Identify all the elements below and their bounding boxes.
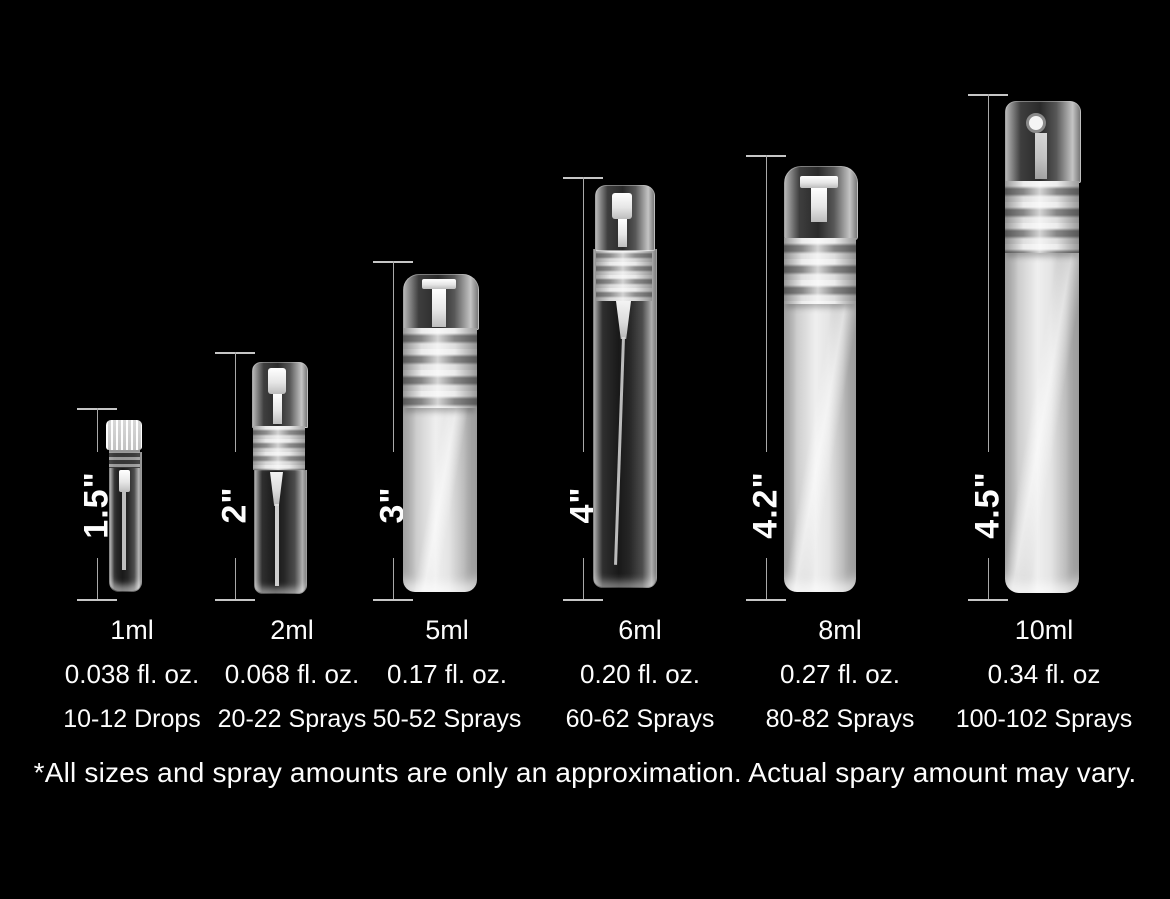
actuator-stem (1035, 133, 1047, 179)
volume-label: 6ml (618, 615, 662, 645)
applicator-rod (122, 492, 126, 570)
spray-actuator (800, 176, 838, 188)
measure-line (393, 261, 394, 452)
measure-line (766, 558, 767, 599)
spray-actuator (422, 279, 456, 289)
bottle-body (403, 408, 477, 592)
measure-line (235, 558, 236, 599)
amount-label: 10-12 Drops (63, 705, 201, 733)
height-label-10ml: 4.5" (968, 471, 1007, 539)
measure-bottom-tick (215, 599, 255, 601)
measure-line (583, 558, 584, 599)
volume-label: 10ml (1014, 615, 1074, 645)
disclaimer-text: *All sizes and spray amounts are only an… (33, 757, 1137, 788)
ribbed-collar (1005, 181, 1079, 253)
measure-bottom-tick (968, 599, 1008, 601)
volume-label: 1ml (110, 615, 154, 645)
measure-bottom-tick (563, 599, 603, 601)
bottle-6ml (593, 185, 657, 588)
bottle-5ml (402, 274, 479, 592)
actuator-stem (432, 289, 446, 327)
floz-label: 0.17 fl. oz. (387, 659, 507, 689)
ribbed-collar (253, 426, 305, 470)
measure-line (766, 155, 767, 452)
actuator-stem (273, 394, 282, 424)
spray-actuator (268, 368, 286, 394)
dip-tube (275, 504, 279, 586)
label-column-2ml: 2ml 0.068 fl. oz. 20-22 Sprays (172, 614, 412, 734)
amount-label: 100-102 Sprays (955, 705, 1133, 733)
floz-label: 0.038 fl. oz. (64, 659, 200, 689)
measure-line (583, 177, 584, 452)
bottle-10ml (1004, 101, 1081, 593)
ribbed-collar (403, 328, 477, 408)
measure-line (393, 558, 394, 599)
amount-label: 50-52 Sprays (372, 705, 522, 733)
measure-line (988, 558, 989, 599)
ribbed-collar (596, 249, 652, 301)
spray-nozzle (1026, 113, 1046, 133)
vial-threads (109, 450, 140, 468)
label-column-5ml: 5ml 0.17 fl. oz. 50-52 Sprays (327, 614, 567, 734)
floz-label: 0.20 fl. oz. (580, 659, 700, 689)
actuator-stem (618, 219, 627, 247)
volume-label: 2ml (270, 615, 314, 645)
measure-bottom-tick (746, 599, 786, 601)
amount-label: 80-82 Sprays (765, 705, 915, 733)
vial-cap (106, 420, 142, 450)
ribbed-collar (784, 238, 856, 304)
bottle-2ml (251, 362, 308, 594)
measure-bottom-tick (373, 599, 413, 601)
bottle-body (784, 304, 856, 592)
floz-label: 0.27 fl. oz. (780, 659, 900, 689)
floz-label: 0.34 fl. oz (987, 659, 1101, 689)
pump-taper (270, 472, 283, 506)
amount-label: 20-22 Sprays (217, 705, 367, 733)
bottle-body (1005, 253, 1079, 593)
volume-label: 8ml (818, 615, 862, 645)
label-column-1ml: 1ml 0.038 fl. oz. 10-12 Drops (12, 614, 252, 734)
label-column-8ml: 8ml 0.27 fl. oz. 80-82 Sprays (720, 614, 960, 734)
applicator-top (119, 470, 130, 492)
bottle-1ml (105, 420, 143, 592)
volume-label: 5ml (425, 615, 469, 645)
measure-line (97, 408, 98, 452)
measure-bottom-tick (77, 599, 117, 601)
measure-line (988, 94, 989, 452)
measure-line (97, 558, 98, 599)
actuator-stem (811, 188, 827, 222)
label-column-6ml: 6ml 0.20 fl. oz. 60-62 Sprays (520, 614, 760, 734)
bottle-8ml (783, 166, 858, 592)
amount-label: 60-62 Sprays (565, 705, 715, 733)
pump-taper (616, 301, 631, 339)
label-column-10ml: 10ml 0.34 fl. oz 100-102 Sprays (924, 614, 1164, 734)
spray-actuator (612, 193, 632, 219)
floz-label: 0.068 fl. oz. (224, 659, 360, 689)
measure-line (235, 352, 236, 452)
